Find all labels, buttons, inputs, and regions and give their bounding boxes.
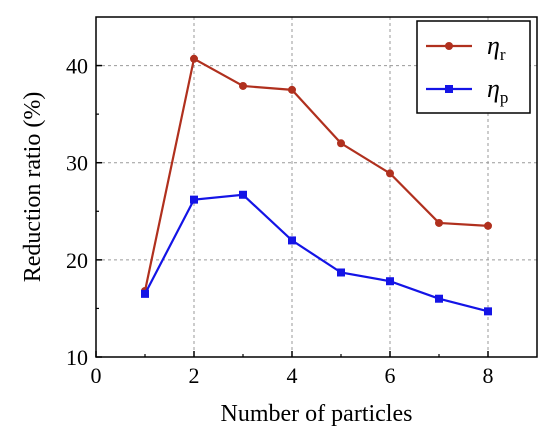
legend-marker — [445, 42, 453, 50]
x-tick-label: 6 — [385, 363, 396, 388]
data-point — [337, 268, 345, 277]
legend-marker — [445, 85, 453, 93]
y-axis-label: Reduction ratio (%) — [20, 92, 46, 283]
data-point — [288, 85, 296, 94]
y-tick-label: 40 — [66, 54, 88, 79]
legend-label: ηp — [487, 74, 508, 107]
data-point — [484, 221, 492, 230]
y-tick-label: 10 — [66, 345, 88, 370]
data-point — [239, 190, 247, 199]
data-point — [288, 236, 296, 245]
x-axis-label: Number of particles — [221, 401, 413, 427]
data-point — [435, 218, 443, 227]
data-point — [190, 195, 198, 204]
axis-ticks: 0 2 4 6 8 10 20 30 40 — [66, 54, 494, 388]
plot-frame — [95, 16, 538, 358]
legend: ηr ηp — [416, 20, 531, 114]
y-tick-label: 20 — [66, 248, 88, 273]
x-tick-label: 0 — [91, 363, 102, 388]
x-tick-label: 4 — [287, 363, 298, 388]
data-point — [337, 139, 345, 148]
data-point — [386, 277, 394, 286]
y-tick-label: 30 — [66, 151, 88, 176]
legend-box — [416, 20, 531, 114]
x-tick-label: 8 — [483, 363, 494, 388]
data-point — [386, 169, 394, 178]
legend-item-r: ηr — [426, 31, 506, 64]
legend-label: ηr — [487, 31, 506, 64]
series-line — [143, 57, 489, 292]
data-point — [484, 307, 492, 316]
data-point — [435, 294, 443, 303]
legend-item-p: ηp — [426, 74, 508, 107]
data-point — [239, 81, 247, 90]
series-line — [144, 193, 489, 313]
data-point — [190, 54, 198, 63]
x-tick-label: 2 — [189, 363, 200, 388]
series-p — [141, 190, 492, 316]
series-layer — [141, 54, 492, 316]
data-point — [141, 289, 149, 298]
